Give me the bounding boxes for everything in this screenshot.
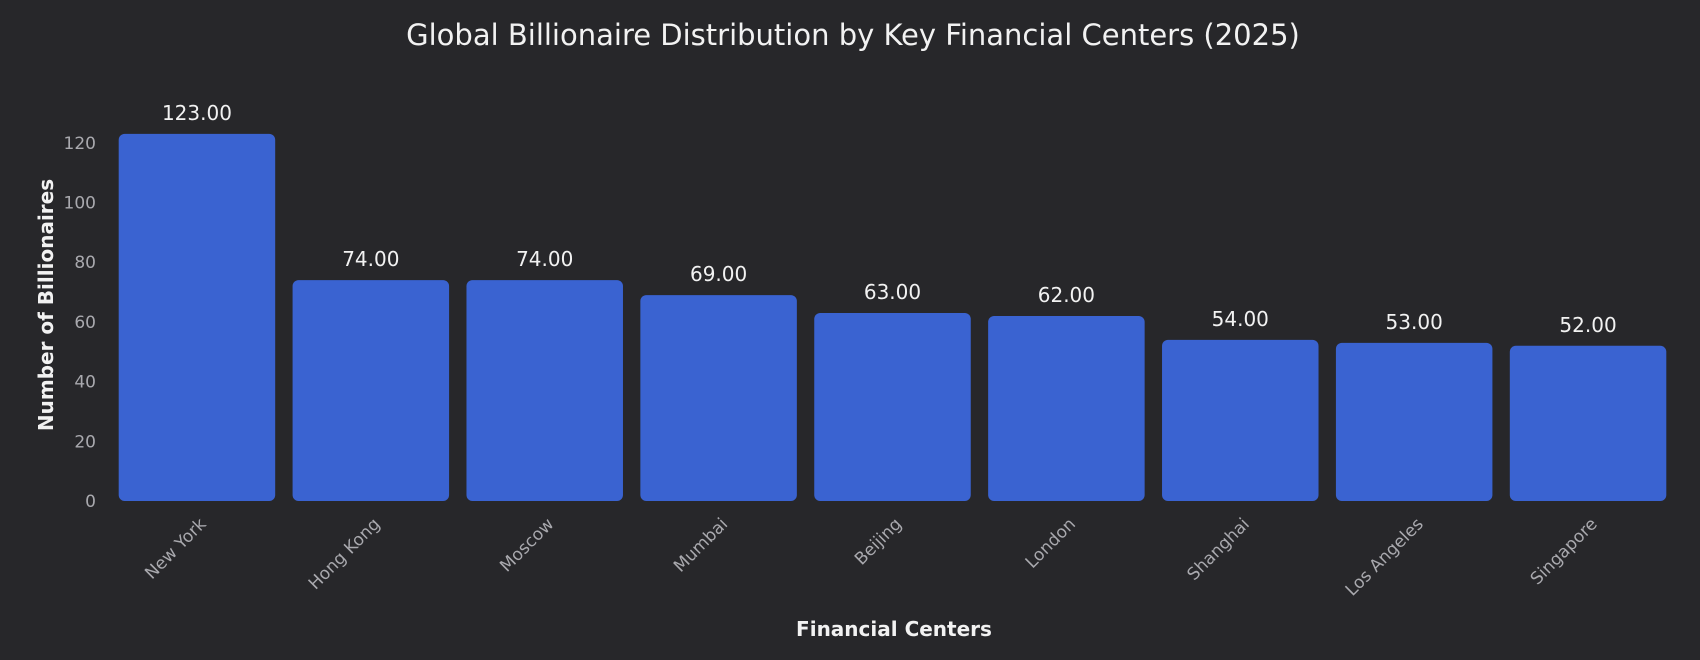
bar-value-label: 53.00 [1386,310,1443,334]
bar [1335,342,1493,501]
x-tick-label: Singapore [1527,514,1602,589]
bar [814,312,971,501]
x-axis-label: Financial Centers [796,617,992,641]
bar [118,133,276,501]
x-tick-label: Los Angeles [1342,514,1428,600]
bar-value-label: 54.00 [1212,307,1269,331]
bar [640,295,797,501]
x-tick-label: Hong Kong [305,514,384,593]
data-labels: 123.00 74.00 74.00 69.00 63.00 62.00 54.00 53.0… [162,101,1617,337]
bar [988,315,1145,501]
y-tick-label: 60 [74,313,96,333]
y-tick-label: 100 [64,194,96,214]
x-tick-label: Mumbai [670,514,732,576]
bar [292,280,450,501]
x-tick-label: London [1022,514,1080,572]
x-tick-label: Moscow [496,514,558,576]
bar-value-label: 74.00 [516,247,573,271]
x-tick-label: Beijing [851,514,906,569]
bar-value-label: 123.00 [162,101,232,125]
bar-value-label: 52.00 [1559,313,1616,337]
bar-value-label: 62.00 [1038,283,1095,307]
bar-series [118,133,1667,501]
x-tick-label: Shanghai [1183,514,1253,584]
bar-value-label: 69.00 [690,262,747,286]
chart-title: Global Billionaire Distribution by Key F… [406,18,1300,52]
bar [1162,339,1319,501]
bar-value-label: 63.00 [864,280,921,304]
y-tick-label: 120 [64,134,96,154]
y-axis-ticks: 0 20 40 60 80 100 120 [64,134,96,512]
x-tick-label: New York [141,514,210,583]
y-tick-label: 0 [85,492,96,512]
y-axis-label: Number of Billionaires [34,179,58,431]
bar [1509,345,1667,501]
bar [466,280,623,501]
x-axis-ticks: New York Hong Kong Moscow Mumbai Beijing Lond… [141,514,1601,600]
bar-value-label: 74.00 [342,247,399,271]
y-tick-label: 40 [74,373,96,393]
y-tick-label: 80 [74,253,96,273]
y-tick-label: 20 [74,432,96,452]
